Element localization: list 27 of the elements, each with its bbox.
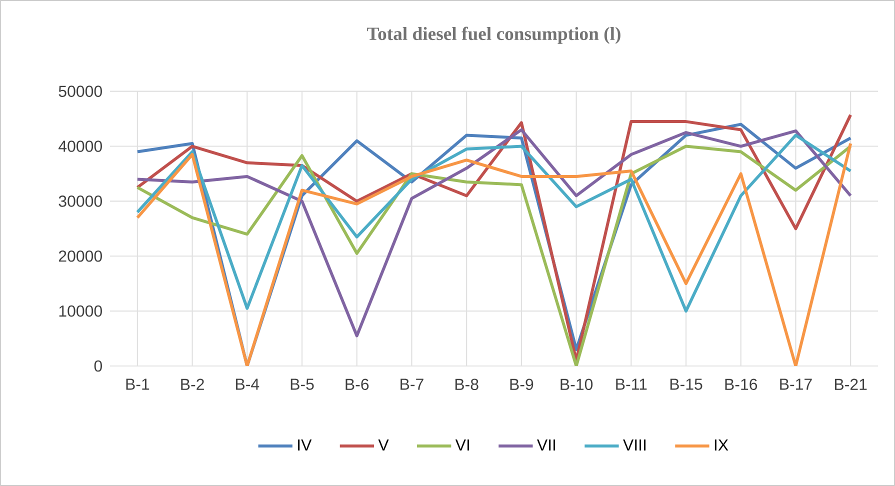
legend-label: VII xyxy=(536,440,556,451)
x-tick-label: B-5 xyxy=(290,378,314,390)
x-tick-label: B-6 xyxy=(346,378,369,390)
x-tick-label: B-16 xyxy=(725,378,758,390)
legend-label: IX xyxy=(714,440,728,451)
x-tick-label: B-21 xyxy=(834,378,867,390)
x-tick-label: B-4 xyxy=(236,378,260,390)
x-tick-label: B-10 xyxy=(560,378,593,390)
chart-title: Total diesel fuel consumption (l) xyxy=(367,26,620,44)
x-tick-label: B-17 xyxy=(780,378,812,390)
x-tick-label: B-2 xyxy=(181,378,204,390)
y-tick-label: 50000 xyxy=(58,86,102,97)
legend-label: VIII xyxy=(623,440,646,451)
y-tick-label: 20000 xyxy=(58,250,102,262)
y-tick-label: 30000 xyxy=(58,196,102,207)
x-tick-label: B-1 xyxy=(126,378,150,390)
y-tick-label: 40000 xyxy=(58,140,102,152)
x-tick-label: B-11 xyxy=(616,378,647,390)
legend-label: V xyxy=(378,440,389,451)
x-tick-label: B-15 xyxy=(670,378,702,390)
y-tick-label: 10000 xyxy=(59,305,102,317)
x-tick-label: B-8 xyxy=(455,378,478,390)
legend-label: VI xyxy=(455,440,469,451)
x-tick-label: B-9 xyxy=(510,378,534,390)
legend-label: IV xyxy=(298,440,312,451)
x-tick-label: B-7 xyxy=(400,378,424,390)
y-tick-label: 0 xyxy=(94,360,102,372)
